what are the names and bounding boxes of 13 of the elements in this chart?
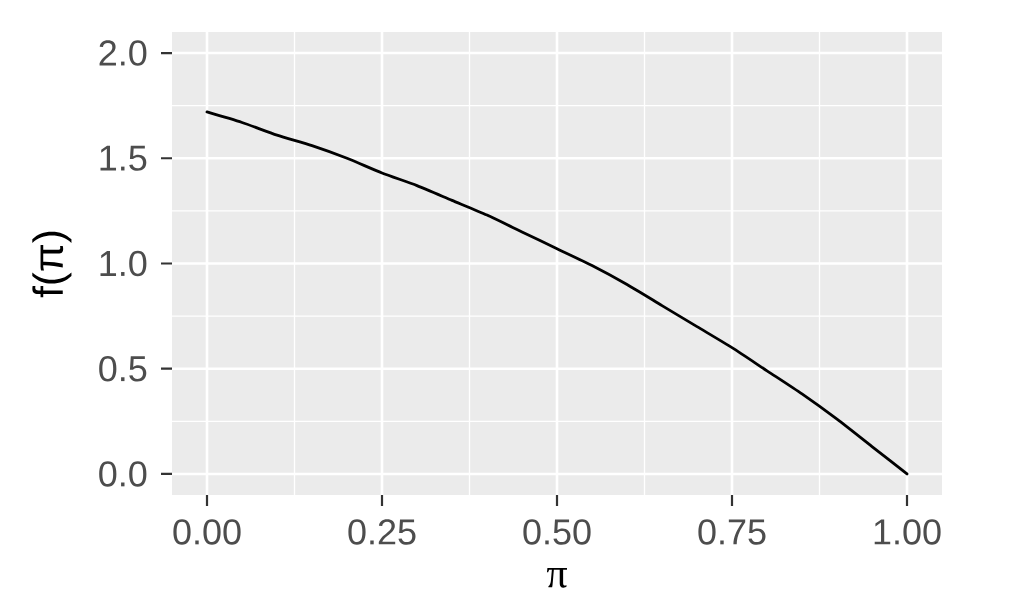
y-tick-label: 1.5 [100,145,147,171]
line-series [205,110,909,476]
x-axis-title: π [546,568,567,588]
x-tick-label: 1.00 [874,519,941,545]
y-axis-title: f(π) [32,231,72,298]
y-tick-label: 0.5 [99,355,147,382]
x-tick-label: 0.75 [698,519,766,545]
y-tick-label: 1.0 [100,250,147,277]
x-tick-label: 0.50 [523,519,591,545]
y-tick-label: 2.0 [99,40,147,66]
y-tick-label: 0.0 [99,461,147,487]
x-tick-label: 0.25 [348,519,416,545]
x-tick-label: 0.00 [173,519,241,545]
